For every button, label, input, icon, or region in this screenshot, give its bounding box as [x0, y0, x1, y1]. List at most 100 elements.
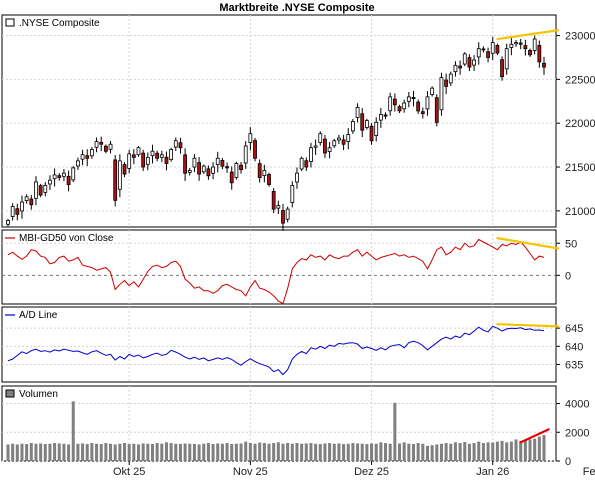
legend-label: MBI-GD50 von Close — [19, 233, 114, 244]
candle-body — [406, 96, 411, 102]
y-tick-label: 0 — [565, 456, 571, 468]
candle-body — [420, 111, 425, 114]
candle-body — [117, 160, 122, 190]
volume-bar — [314, 443, 318, 461]
candle-body — [276, 205, 281, 209]
candle-body — [187, 170, 192, 173]
volume-bar — [411, 444, 416, 461]
volume-bar — [318, 444, 322, 461]
volume-bar — [444, 443, 448, 461]
candle-body — [295, 172, 299, 183]
volume-bar — [123, 443, 127, 461]
candle-body — [71, 167, 76, 181]
volume-bar — [20, 443, 24, 461]
volume-bar — [178, 444, 182, 461]
candle-body — [192, 157, 197, 168]
volume-bar — [374, 443, 378, 461]
y-tick-label: 22000 — [565, 118, 595, 130]
x-tick-label: Feb 26 — [583, 466, 595, 478]
candle-body — [453, 64, 458, 73]
volume-bar — [537, 436, 541, 461]
candle-body — [52, 174, 57, 180]
y-tick-label: 640 — [565, 341, 583, 353]
volume-bar — [519, 440, 523, 461]
candle-body — [504, 48, 509, 70]
candle-body — [145, 156, 150, 165]
candle-body — [90, 149, 94, 157]
volume-bar — [202, 443, 206, 461]
volume-bar — [183, 443, 187, 461]
candle-body — [476, 48, 481, 58]
volume-bar — [453, 442, 457, 461]
y-tick-label: 2000 — [565, 427, 589, 439]
candle-body — [34, 181, 38, 199]
volume-bar — [397, 443, 402, 461]
candle-body — [20, 201, 24, 212]
candle-body — [542, 62, 546, 68]
volume-bar — [164, 442, 168, 461]
volume-bar — [71, 401, 75, 461]
candle-body — [425, 96, 430, 110]
candle-body — [43, 185, 48, 193]
volume-bar — [281, 443, 285, 461]
candle-body — [38, 185, 43, 196]
volume-bar — [351, 443, 355, 461]
chart-title: Marktbreite .NYSE Composite — [219, 2, 374, 14]
x-tick-label: Nov 25 — [233, 466, 268, 478]
volume-bar — [90, 443, 94, 461]
volume-bar — [523, 440, 527, 461]
volume-bar — [192, 444, 196, 461]
y-tick-label: 0 — [565, 270, 571, 282]
candle-body — [122, 164, 127, 175]
candle-body — [215, 157, 220, 165]
candle-body — [178, 142, 183, 149]
volume-bar — [356, 443, 360, 461]
candle-body — [444, 79, 449, 87]
legend-label: .NYSE Composite — [19, 18, 100, 29]
candle-body — [76, 160, 80, 167]
volume-bar — [514, 439, 518, 461]
y-tick-label: 21000 — [565, 206, 595, 218]
volume-bar — [118, 443, 122, 461]
panel-frame — [1, 14, 557, 228]
divergence-line — [496, 323, 560, 328]
candle-body — [10, 206, 15, 217]
candle-body — [57, 175, 62, 178]
candle-body — [500, 59, 504, 78]
candle-body — [285, 208, 290, 220]
volume-bar — [328, 443, 332, 461]
candle-body — [351, 121, 355, 132]
volume-bar — [542, 435, 546, 461]
candle-body — [304, 160, 309, 168]
candle-body — [523, 45, 528, 50]
volume-bar — [449, 443, 453, 461]
volume-bar — [402, 442, 406, 461]
candle-body — [62, 172, 66, 177]
candle-body — [220, 160, 225, 167]
volume-bar — [29, 443, 33, 461]
volume-bar — [248, 443, 252, 461]
y-tick-label: 23000 — [565, 31, 595, 43]
volume-bar — [267, 443, 271, 461]
volume-bar — [425, 445, 429, 461]
volume-bar — [244, 441, 248, 461]
volume-bar — [300, 443, 304, 461]
candle-body — [281, 210, 285, 224]
volume-bar — [486, 442, 490, 461]
candle-body — [514, 42, 518, 45]
volume-bar — [346, 443, 350, 461]
volume-bar — [39, 443, 43, 461]
volume-bar — [225, 443, 229, 461]
volume-bar — [472, 443, 476, 461]
candle-body — [472, 59, 476, 66]
candle-body — [253, 140, 257, 159]
candle-body — [346, 134, 351, 142]
volume-bar — [81, 443, 85, 461]
volume-bar — [435, 444, 439, 461]
candle-body — [141, 152, 146, 168]
ad-line — [7, 325, 545, 376]
volume-bar — [495, 441, 499, 461]
candle-body — [434, 97, 439, 123]
volume-bar — [272, 443, 276, 461]
volume-bar — [197, 444, 201, 461]
